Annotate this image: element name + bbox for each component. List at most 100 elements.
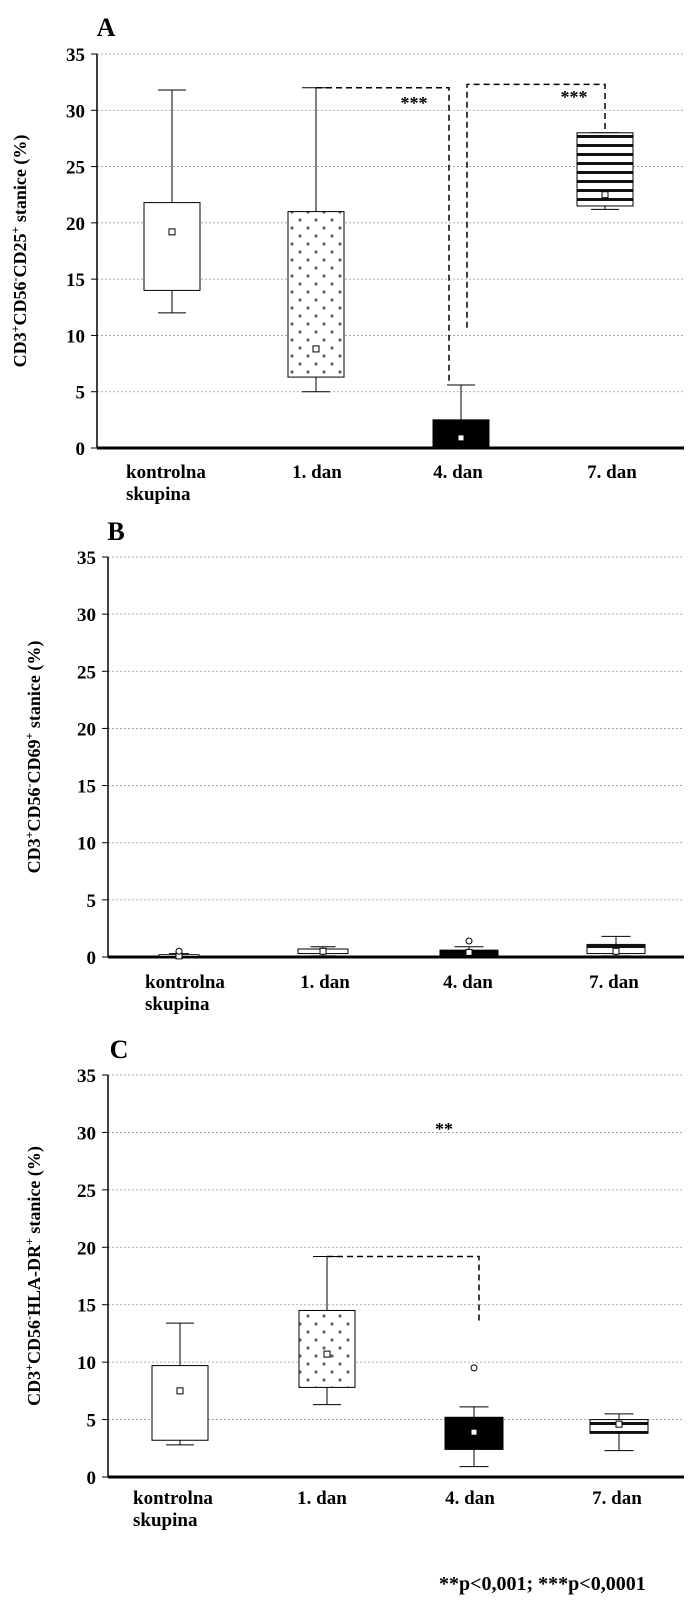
category-label: 4. dan [443, 972, 493, 993]
y-tick-label: 0 [76, 439, 86, 460]
y-axis-label-part: CD25 [10, 233, 30, 277]
y-axis-label-superscript: - [22, 1316, 36, 1320]
y-axis-label-part: CD3 [24, 1371, 44, 1406]
y-axis-label: CD3+CD56-CD25+ stanice (%) [8, 135, 31, 368]
panel-letter: C [110, 1035, 129, 1064]
y-tick-label: 30 [66, 101, 85, 122]
y-tick-label: 15 [77, 777, 96, 798]
panel-A: A 0 5 10 15 20 25 30 35 CD3+CD56-CD25+ stanice (%… [8, 13, 684, 505]
outlier-point [175, 947, 183, 955]
y-axis-label-part: CD56 [24, 1320, 44, 1364]
y-tick-label: 5 [87, 1411, 97, 1432]
y-axis-label: CD3+CD56-CD69+ stanice (%) [22, 641, 45, 874]
y-tick-label: 5 [87, 891, 97, 912]
box-white [143, 202, 201, 291]
category-label: 4. dan [445, 1488, 495, 1509]
y-tick-label: 35 [77, 1066, 96, 1087]
y-axis-label-part: CD56 [24, 787, 44, 831]
y-axis-label-part: stanice (%) [10, 135, 31, 227]
median-marker [470, 1428, 478, 1436]
box-dots [287, 211, 345, 378]
median-marker [601, 191, 609, 199]
y-tick-label: 25 [77, 1181, 96, 1202]
category-label-line: 4. dan [433, 462, 483, 483]
category-label: 7. dan [587, 462, 637, 483]
outlier-point [470, 1364, 478, 1372]
panel-letter: A [97, 13, 116, 42]
significance-footnote: **p<0,001; ***p<0,0001 [439, 1573, 646, 1595]
y-axis-label-part: CD69 [24, 739, 44, 783]
y-axis-label-part: CD3 [24, 838, 44, 873]
category-label-line: kontrolna [126, 462, 206, 483]
box-black [432, 419, 490, 449]
category-label-line: 7. dan [587, 462, 637, 483]
y-tick-label: 25 [66, 158, 85, 179]
category-label-line: 7. dan [589, 972, 639, 993]
y-tick-label: 25 [77, 662, 96, 683]
median-marker [168, 228, 176, 236]
category-label: 1. dan [297, 1488, 347, 1509]
y-tick-label: 5 [76, 383, 86, 404]
y-axis-label-superscript: + [8, 325, 22, 332]
category-label-line: kontrolna [145, 972, 225, 993]
y-axis-label-superscript: + [22, 831, 36, 838]
category-label-line: kontrolna [133, 1488, 213, 1509]
y-axis-label-superscript: + [22, 1364, 36, 1371]
y-axis-label-superscript: + [22, 732, 36, 739]
significance-bracket [327, 1255, 480, 1322]
median-marker [319, 947, 327, 955]
box-dots [298, 1309, 356, 1388]
y-axis-label: CD3+CD56-HLA-DR+ stanice (%) [22, 1146, 45, 1406]
y-axis-label-superscript: - [8, 277, 22, 281]
y-axis-label-superscript: + [22, 1238, 36, 1245]
box-white [151, 1365, 209, 1441]
category-label-line: skupina [145, 994, 210, 1015]
category-label-line: 4. dan [445, 1488, 495, 1509]
category-label-line: 1. dan [297, 1488, 347, 1509]
y-tick-label: 30 [77, 605, 96, 626]
significance-label: *** [401, 93, 428, 113]
category-label: 1. dan [300, 972, 350, 993]
y-tick-label: 20 [77, 1238, 96, 1259]
y-axis-label-part: stanice (%) [24, 1146, 45, 1238]
median-marker [323, 1350, 331, 1358]
y-axis-label-superscript: + [8, 226, 22, 233]
y-tick-label: 0 [87, 1468, 97, 1489]
category-label-line: 1. dan [292, 462, 342, 483]
y-tick-label: 15 [66, 270, 85, 291]
category-label-line: skupina [126, 484, 191, 505]
y-axis-label-part: HLA-DR [24, 1244, 44, 1316]
category-label-line: 7. dan [592, 1488, 642, 1509]
category-label-line: 1. dan [300, 972, 350, 993]
category-label: kontrolna skupina [126, 462, 206, 505]
y-tick-label: 20 [66, 214, 85, 235]
significance-bracket [466, 83, 606, 328]
median-marker [457, 434, 465, 442]
y-tick-label: 30 [77, 1123, 96, 1144]
significance-label: ** [435, 1119, 453, 1139]
significance-label: *** [561, 87, 588, 107]
y-tick-label: 35 [77, 548, 96, 569]
y-axis-label-part: stanice (%) [24, 641, 45, 733]
y-axis-label-part: CD3 [10, 332, 30, 367]
category-label: 1. dan [292, 462, 342, 483]
category-label-line: 4. dan [443, 972, 493, 993]
median-marker [615, 1420, 623, 1428]
median-marker [465, 948, 473, 956]
y-tick-label: 15 [77, 1296, 96, 1317]
category-label: 7. dan [592, 1488, 642, 1509]
significance-bracket [316, 87, 450, 385]
y-tick-label: 35 [66, 45, 85, 66]
y-tick-label: 0 [87, 948, 97, 969]
y-tick-label: 20 [77, 719, 96, 740]
category-label-line: skupina [133, 1510, 198, 1531]
outlier-point [465, 937, 473, 945]
y-tick-label: 10 [66, 326, 85, 347]
median-marker [312, 345, 320, 353]
median-marker [176, 1387, 184, 1395]
y-tick-label: 10 [77, 1353, 96, 1374]
category-label: 7. dan [589, 972, 639, 993]
